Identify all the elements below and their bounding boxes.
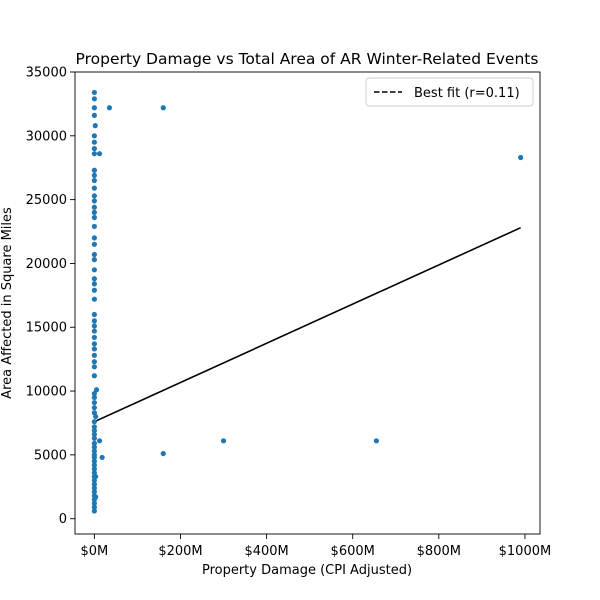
x-tick-label: $200M (158, 544, 202, 559)
data-point (91, 373, 97, 379)
data-point (91, 334, 97, 341)
data-point (220, 438, 227, 444)
data-point (91, 287, 97, 293)
data-point (96, 151, 103, 157)
y-tick-label: 35000 (26, 66, 67, 81)
data-point (91, 391, 97, 397)
data-point (91, 112, 97, 118)
data-point (91, 504, 97, 510)
data-point (91, 454, 97, 461)
data-point (91, 193, 97, 199)
data-point (91, 346, 97, 352)
data-point (91, 458, 97, 464)
data-point (91, 139, 97, 145)
x-tick-label: $0M (80, 544, 108, 559)
data-point (91, 281, 97, 287)
data-point (91, 267, 97, 273)
data-point (91, 251, 97, 258)
legend-box (365, 77, 534, 107)
data-point (91, 318, 97, 324)
data-point (91, 323, 97, 329)
data-point (91, 359, 97, 365)
y-tick-label: 15000 (26, 321, 67, 336)
data-point (91, 419, 97, 425)
data-point (91, 489, 97, 495)
data-point (96, 438, 103, 444)
data-point (91, 500, 97, 506)
data-point (91, 448, 97, 454)
y-tick-label: 25000 (26, 193, 67, 208)
data-point (91, 209, 97, 215)
data-point (91, 431, 97, 438)
legend-label: Best fit (r=0.11) (414, 86, 520, 101)
data-point (91, 462, 97, 468)
data-point (93, 387, 100, 393)
data-point (91, 428, 97, 434)
y-tick-label: 20000 (26, 257, 67, 272)
data-point (91, 235, 97, 241)
data-point (91, 481, 97, 487)
data-point (91, 96, 97, 102)
data-point (91, 223, 97, 230)
x-axis-label: Property Damage (CPI Adjusted) (202, 563, 412, 578)
data-point (91, 151, 97, 157)
x-tick-label: $800M (417, 544, 461, 559)
data-point (91, 394, 97, 401)
data-point (91, 89, 97, 96)
data-point (91, 167, 97, 173)
data-point (91, 466, 97, 472)
data-point (91, 185, 97, 191)
data-point (91, 364, 97, 370)
data-point (91, 399, 97, 406)
data-point (91, 296, 97, 302)
data-point (106, 105, 113, 111)
plot-frame (74, 71, 541, 535)
data-point (91, 276, 97, 282)
chart-title: Property Damage vs Total Area of AR Wint… (76, 50, 539, 68)
plot-area (91, 89, 524, 514)
data-point (91, 352, 97, 358)
data-point (91, 241, 97, 247)
data-point (91, 405, 97, 411)
data-point (518, 154, 524, 161)
data-point (91, 177, 97, 184)
axis-ticks: $0M $200M $400M $600M $800M $1000M 0 5000 10000 1… (26, 66, 552, 560)
data-point (160, 450, 166, 457)
legend: Best fit (r=0.11) (365, 77, 534, 107)
data-point (93, 413, 99, 420)
x-tick-label: $1000M (499, 544, 552, 559)
data-point (99, 454, 105, 461)
data-point (91, 204, 97, 210)
data-point (91, 172, 97, 178)
y-axis-label: Area Affected in Square Miles (0, 207, 15, 399)
data-point (91, 214, 97, 221)
data-point (373, 438, 379, 444)
data-point (91, 508, 97, 514)
data-point (91, 440, 97, 446)
data-point (91, 257, 97, 263)
data-point (91, 311, 97, 318)
data-point (91, 198, 97, 204)
data-point (91, 477, 97, 483)
y-tick-label: 30000 (26, 129, 67, 144)
data-point (91, 485, 97, 491)
data-point (92, 123, 98, 129)
data-point (160, 105, 166, 111)
y-tick-label: 10000 (26, 385, 67, 400)
data-point (91, 145, 97, 152)
data-point (91, 444, 97, 450)
data-point (91, 424, 97, 430)
data-point (93, 494, 99, 500)
y-tick-label: 0 (59, 512, 67, 527)
best-fit-line (94, 226, 521, 423)
x-tick-label: $600M (331, 544, 375, 559)
data-point (91, 133, 97, 139)
y-tick-label: 5000 (34, 448, 67, 463)
data-point (91, 328, 97, 334)
data-point (91, 105, 97, 111)
x-tick-label: $400M (244, 544, 288, 559)
data-point (91, 341, 97, 347)
data-point (91, 435, 97, 441)
